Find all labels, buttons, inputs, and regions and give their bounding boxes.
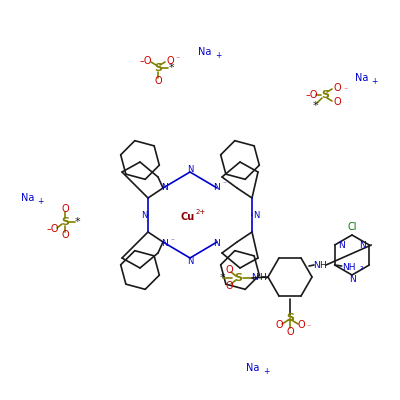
Text: Cl: Cl (347, 222, 357, 232)
Text: S: S (286, 313, 294, 323)
Text: ⁻: ⁻ (222, 181, 226, 187)
Text: O: O (225, 281, 233, 291)
Text: O: O (61, 204, 69, 214)
Text: S: S (234, 273, 242, 283)
Text: S: S (321, 90, 329, 100)
Text: ₂: ₂ (360, 262, 364, 272)
Text: O: O (297, 320, 305, 330)
Text: N: N (359, 240, 366, 250)
Text: *: * (219, 273, 225, 283)
Text: N: N (313, 260, 319, 270)
Text: N: N (253, 210, 259, 220)
Text: –O: –O (140, 56, 152, 66)
Text: N: N (349, 276, 355, 284)
Text: ⁻: ⁻ (307, 322, 311, 332)
Text: N: N (187, 164, 193, 174)
Text: –O: –O (47, 224, 59, 234)
Text: O: O (333, 97, 341, 107)
Text: N: N (213, 182, 219, 192)
Text: H: H (259, 274, 265, 282)
Text: *: * (312, 101, 318, 111)
Text: *: * (168, 63, 174, 73)
Text: O: O (154, 76, 162, 86)
Text: S: S (154, 63, 162, 73)
Text: +: + (215, 50, 221, 60)
Text: N: N (161, 240, 167, 248)
Text: O: O (275, 320, 283, 330)
Text: N: N (141, 210, 147, 220)
Text: Na: Na (198, 47, 212, 57)
Text: +: + (371, 76, 377, 86)
Text: Na: Na (21, 193, 35, 203)
Text: N: N (338, 240, 345, 250)
Text: O: O (225, 265, 233, 275)
Text: N: N (252, 274, 258, 282)
Text: Na: Na (246, 363, 260, 373)
Text: –O: –O (306, 90, 318, 100)
Text: Cu: Cu (181, 212, 195, 222)
Text: O: O (333, 83, 341, 93)
Text: NH: NH (342, 262, 356, 272)
Text: O: O (286, 327, 294, 337)
Text: O: O (61, 230, 69, 240)
Text: S: S (61, 217, 69, 227)
Text: ⁻: ⁻ (344, 86, 348, 94)
Text: ⁻: ⁻ (170, 238, 174, 244)
Text: *: * (74, 217, 80, 227)
Text: Na: Na (355, 73, 369, 83)
Text: 2+: 2+ (196, 209, 206, 215)
Text: O: O (166, 56, 174, 66)
Text: +: + (37, 196, 43, 206)
Text: H: H (320, 260, 326, 270)
Text: N: N (187, 256, 193, 266)
Text: N: N (213, 240, 219, 248)
Text: +: + (263, 366, 269, 376)
Text: ⁻: ⁻ (176, 54, 180, 64)
Text: N: N (161, 182, 167, 192)
